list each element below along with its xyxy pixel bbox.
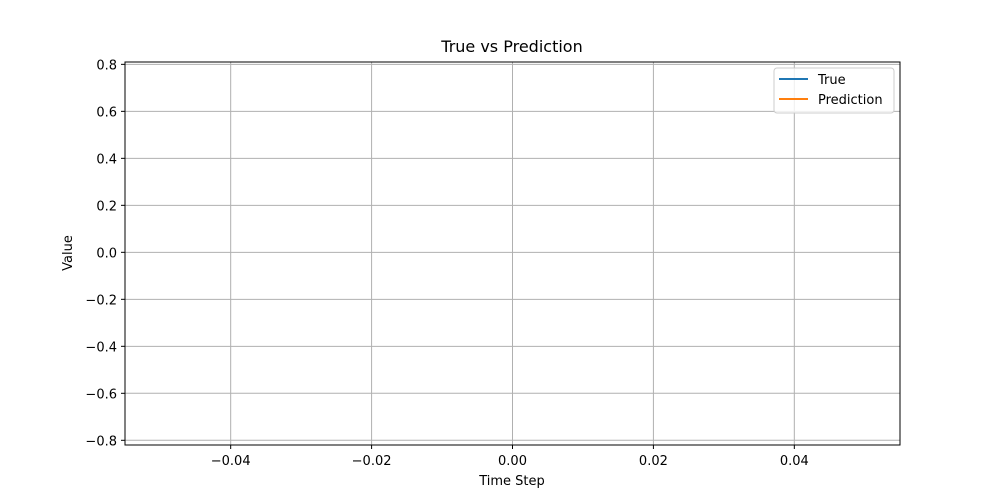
legend: True Prediction <box>773 67 895 114</box>
x-tick-label: −0.04 <box>211 454 251 469</box>
y-tick-label: 0.4 <box>96 152 117 167</box>
y-axis-label: Value <box>61 235 76 271</box>
chart-title: True vs Prediction <box>440 37 582 56</box>
x-tick-label: 0.02 <box>639 454 668 469</box>
y-tick-label: 0.8 <box>96 58 117 73</box>
legend-label: Prediction <box>818 93 883 108</box>
y-tick-label: 0.2 <box>96 199 117 214</box>
x-axis-label: Time Step <box>478 474 545 489</box>
y-tick-label: −0.2 <box>85 293 117 308</box>
y-tick-label: −0.6 <box>85 387 117 402</box>
legend-items: True Prediction <box>779 73 883 108</box>
y-tick-label: 0.0 <box>96 246 117 261</box>
x-axis-ticks: −0.04 −0.02 0.00 0.02 0.04 <box>211 445 809 469</box>
y-tick-label: −0.8 <box>85 434 117 449</box>
legend-label: True <box>817 73 846 88</box>
y-tick-label: 0.6 <box>96 105 117 120</box>
x-tick-label: 0.04 <box>780 454 809 469</box>
x-tick-label: 0.00 <box>498 454 527 469</box>
x-tick-label: −0.02 <box>352 454 392 469</box>
y-axis-ticks: −0.8 −0.6 −0.4 −0.2 0.0 0.2 0.4 0.6 0.8 <box>85 58 125 449</box>
y-tick-label: −0.4 <box>85 340 117 355</box>
grid <box>125 62 900 445</box>
